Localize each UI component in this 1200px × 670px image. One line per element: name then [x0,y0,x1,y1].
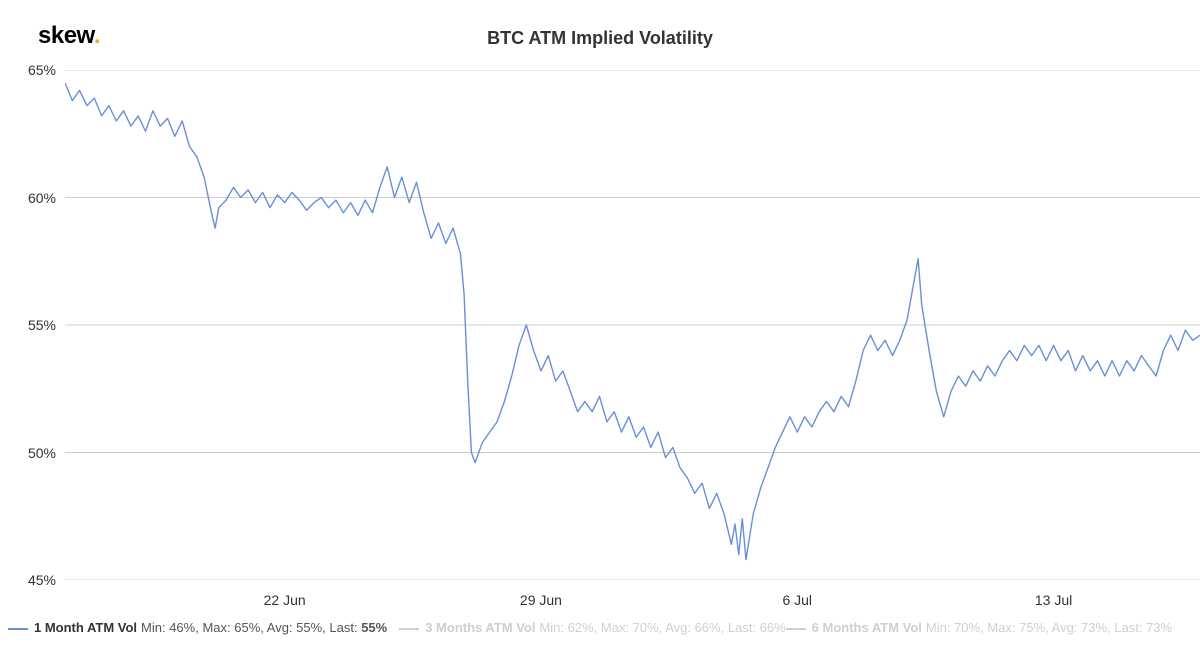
legend-series-stats: Min: 46%, Max: 65%, Avg: 55%, Last: 55% [141,620,387,635]
legend-series-name: 3 Months ATM Vol [425,620,535,635]
legend-series-name: 6 Months ATM Vol [812,620,922,635]
legend-item[interactable]: 1 Month ATM Vol Min: 46%, Max: 65%, Avg: … [8,620,387,635]
x-tick-label: 29 Jun [520,592,562,608]
legend-swatch [8,628,28,630]
x-tick-label: 13 Jul [1035,592,1072,608]
legend-series-stats: Min: 70%, Max: 75%, Avg: 73%, Last: 73% [926,620,1172,635]
y-tick-label: 60% [28,190,56,206]
y-tick-label: 45% [28,572,56,588]
x-tick-label: 22 Jun [264,592,306,608]
chart-title: BTC ATM Implied Volatility [0,28,1200,49]
series-line [65,83,1200,560]
legend-series-stats: Min: 62%, Max: 70%, Avg: 66%, Last: 66% [539,620,785,635]
y-tick-label: 65% [28,62,56,78]
legend-swatch [786,628,806,630]
x-tick-label: 6 Jul [782,592,812,608]
chart-plot-area [65,70,1200,580]
legend-swatch [399,628,419,630]
legend-series-name: 1 Month ATM Vol [34,620,137,635]
legend-item[interactable]: 6 Months ATM Vol Min: 70%, Max: 75%, Avg:… [786,620,1172,635]
chart-svg [65,70,1200,580]
legend-item[interactable]: 3 Months ATM Vol Min: 62%, Max: 70%, Avg:… [399,620,785,635]
y-tick-label: 50% [28,445,56,461]
chart-legend: 1 Month ATM Vol Min: 46%, Max: 65%, Avg: … [8,620,1172,635]
y-tick-label: 55% [28,317,56,333]
